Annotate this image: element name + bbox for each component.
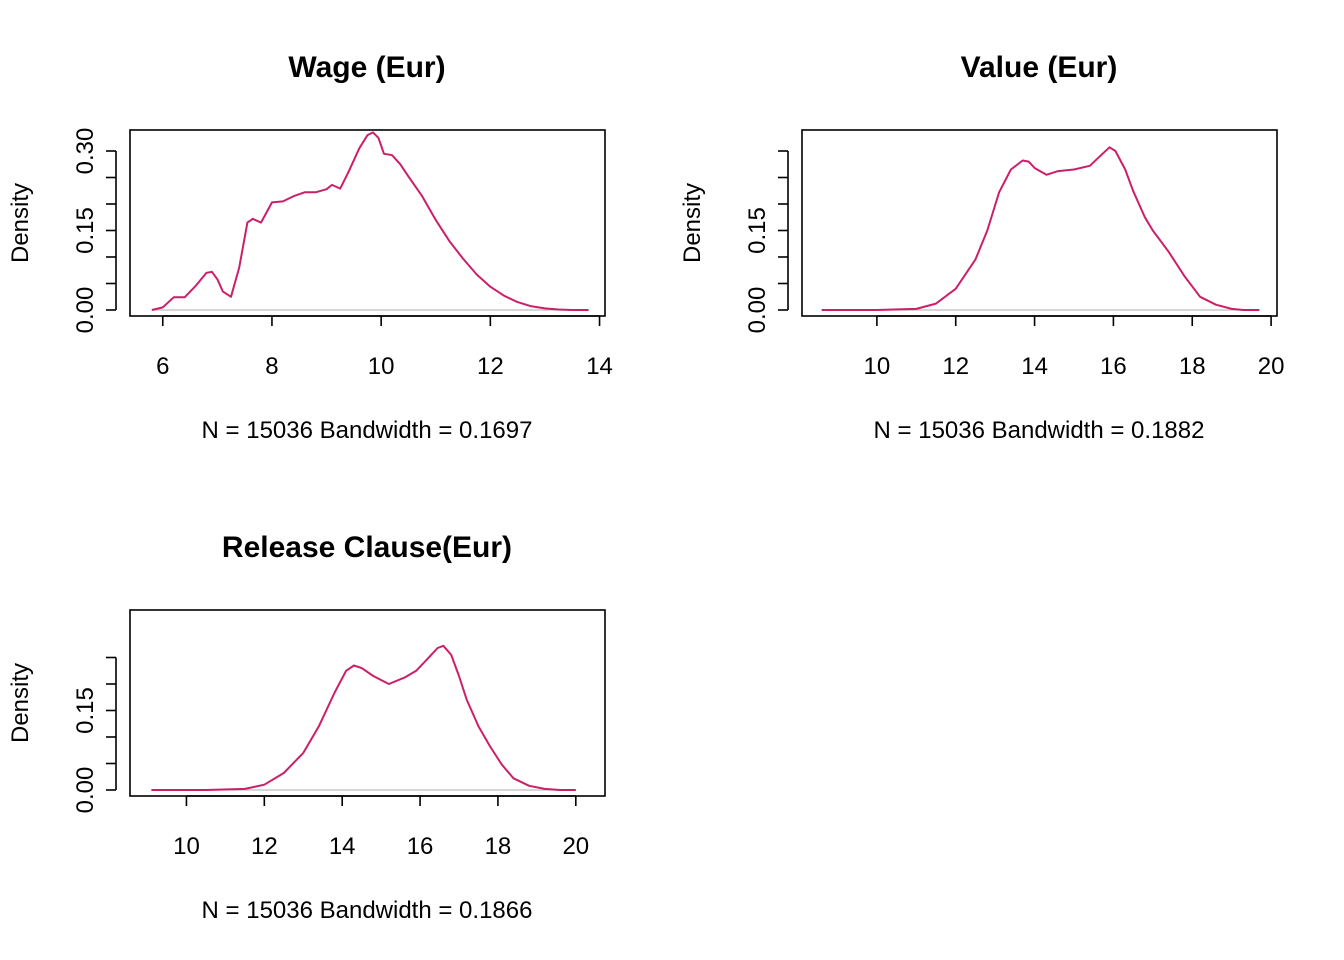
wage-x-axis: 6 8 10 12 14 <box>156 315 613 380</box>
release-clause-x-tick-label: 14 <box>329 833 356 860</box>
value-density-curve <box>821 146 1260 311</box>
release-clause-density-panel: Release Clause(Eur) N = 15036 Bandwidth … <box>7 531 606 924</box>
release-clause-x-tick-label: 10 <box>173 833 200 860</box>
value-x-tick-label: 12 <box>942 353 969 380</box>
value-x-tick-label: 20 <box>1258 353 1285 380</box>
wage-y-tick-label: 0.30 <box>72 128 99 175</box>
release-clause-x-axis: 10 12 14 16 18 20 <box>173 795 589 860</box>
wage-x-tick-label: 12 <box>477 353 504 380</box>
wage-xlabel: N = 15036 Bandwidth = 0.1697 <box>202 417 533 444</box>
release-clause-title: Release Clause(Eur) <box>222 531 512 564</box>
release-clause-x-tick-label: 12 <box>251 833 278 860</box>
release-clause-x-tick-label: 20 <box>562 833 589 860</box>
value-density-panel: Value (Eur) N = 15036 Bandwidth = 0.1882… <box>679 51 1284 444</box>
value-plot-box <box>801 129 1278 317</box>
value-title: Value (Eur) <box>961 51 1118 84</box>
wage-density-panel: Wage (Eur) N = 15036 Bandwidth = 0.1697 … <box>7 51 613 444</box>
wage-x-tick-label: 6 <box>156 353 169 380</box>
wage-ylabel: Density <box>7 183 34 263</box>
wage-x-tick-label: 8 <box>265 353 278 380</box>
release-clause-plot-box <box>129 609 606 797</box>
release-clause-xlabel: N = 15036 Bandwidth = 0.1866 <box>202 897 533 924</box>
value-ylabel: Density <box>679 183 706 263</box>
value-xlabel: N = 15036 Bandwidth = 0.1882 <box>874 417 1205 444</box>
wage-y-tick-label: 0.15 <box>72 207 99 254</box>
wage-x-tick-label: 10 <box>368 353 395 380</box>
value-plot-area <box>821 146 1260 311</box>
wage-title: Wage (Eur) <box>288 51 445 84</box>
value-y-axis: 0.00 0.15 <box>744 150 789 334</box>
release-clause-plot-area <box>151 644 576 791</box>
value-x-tick-label: 16 <box>1100 353 1127 380</box>
wage-density-curve <box>151 131 589 311</box>
value-x-tick-label: 18 <box>1179 353 1206 380</box>
wage-y-axis: 0.00 0.15 0.30 <box>72 128 117 334</box>
wage-plot-box <box>129 129 606 317</box>
value-x-axis: 10 12 14 16 18 20 <box>864 315 1285 380</box>
value-y-tick-label: 0.15 <box>744 207 771 254</box>
wage-x-tick-label: 14 <box>586 353 613 380</box>
wage-y-tick-label: 0.00 <box>72 287 99 334</box>
release-clause-y-tick-label: 0.15 <box>72 687 99 734</box>
release-clause-y-tick-label: 0.00 <box>72 767 99 814</box>
release-clause-density-curve <box>151 644 576 791</box>
release-clause-x-tick-label: 18 <box>485 833 512 860</box>
wage-plot-area <box>151 131 589 311</box>
value-x-tick-label: 14 <box>1021 353 1048 380</box>
release-clause-y-axis: 0.00 0.15 <box>72 656 117 814</box>
release-clause-ylabel: Density <box>7 663 34 743</box>
value-x-tick-label: 10 <box>864 353 891 380</box>
value-y-tick-label: 0.00 <box>744 287 771 334</box>
release-clause-x-tick-label: 16 <box>407 833 434 860</box>
